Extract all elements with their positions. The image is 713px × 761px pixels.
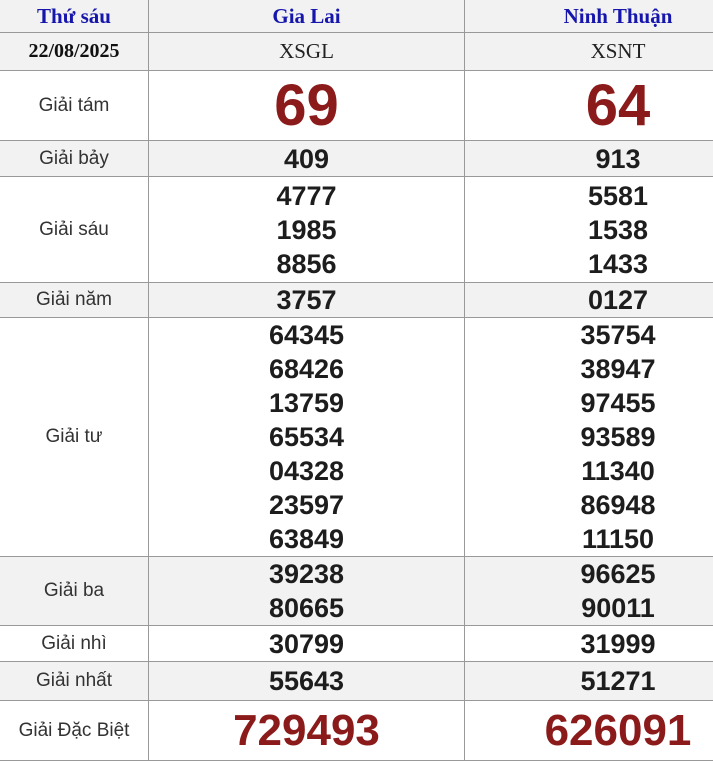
prize-numbers-col-1: 55643 [149,662,465,701]
province-link-gia-lai[interactable]: Gia Lai [149,0,465,33]
prize-number: 11150 [465,522,713,556]
prize-label: Giải năm [0,283,149,318]
prize-number: 23597 [149,488,464,522]
prize-number: 1538 [465,213,713,247]
prize-label: Giải bảy [0,141,149,177]
prize-number: 63849 [149,522,464,556]
prize-number: 38947 [465,352,713,386]
prize-label: Giải tư [0,318,149,557]
table-header-row: Thứ sáu Gia Lai Ninh Thuận [0,0,713,33]
prize-number: 729493 [149,706,464,756]
prize-label: Giải Đặc Biệt [0,701,149,761]
prize-numbers-col-2: 626091 [465,701,713,761]
draw-date: 22/08/2025 [0,33,149,71]
prize-numbers-col-1: 409 [149,141,465,177]
lottery-code-xsnt: XSNT [465,33,713,71]
prize-number: 04328 [149,454,464,488]
prize-label: Giải tám [0,71,149,141]
prize-number: 3757 [149,283,464,317]
prize-label: Giải nhất [0,662,149,701]
prize-label: Giải ba [0,557,149,626]
prize-number: 626091 [465,706,713,756]
prize-numbers-col-2: 913 [465,141,713,177]
prize-number: 51271 [465,664,713,698]
prize-number: 64 [465,74,713,138]
province-link-ninh-thuan[interactable]: Ninh Thuận [465,0,713,33]
prize-numbers-col-1: 3757 [149,283,465,318]
prize-number: 97455 [465,386,713,420]
prize-number: 55643 [149,664,464,698]
prize-number: 913 [465,142,713,176]
prize-numbers-col-1: 729493 [149,701,465,761]
prize-number: 39238 [149,557,464,591]
prize-number: 13759 [149,386,464,420]
prize-number: 90011 [465,591,713,625]
prize-number: 11340 [465,454,713,488]
prize-numbers-col-2: 0127 [465,283,713,318]
prize-number: 1433 [465,247,713,281]
prize-number: 69 [149,74,464,138]
prize-number: 409 [149,142,464,176]
prize-number: 8856 [149,247,464,281]
prize-number: 30799 [149,627,464,661]
prize-number: 93589 [465,420,713,454]
prize-number: 1985 [149,213,464,247]
prize-number: 68426 [149,352,464,386]
prize-number: 4777 [149,179,464,213]
prize-numbers-col-2: 51271 [465,662,713,701]
prize-number: 0127 [465,283,713,317]
prize-number: 86948 [465,488,713,522]
prize-label: Giải nhì [0,626,149,662]
prize-label: Giải sáu [0,177,149,283]
prize-numbers-col-1: 69 [149,71,465,141]
prize-number: 35754 [465,318,713,352]
prize-numbers-col-1: 30799 [149,626,465,662]
prize-number: 96625 [465,557,713,591]
day-of-week-link[interactable]: Thứ sáu [0,0,149,33]
prize-number: 80665 [149,591,464,625]
prize-number: 64345 [149,318,464,352]
prize-numbers-col-2: 64 [465,71,713,141]
prize-number: 65534 [149,420,464,454]
date-row: 22/08/2025 XSGL XSNT [0,33,713,71]
lottery-code-xsgl: XSGL [149,33,465,71]
prize-numbers-col-2: 31999 [465,626,713,662]
prize-number: 31999 [465,627,713,661]
prize-number: 5581 [465,179,713,213]
